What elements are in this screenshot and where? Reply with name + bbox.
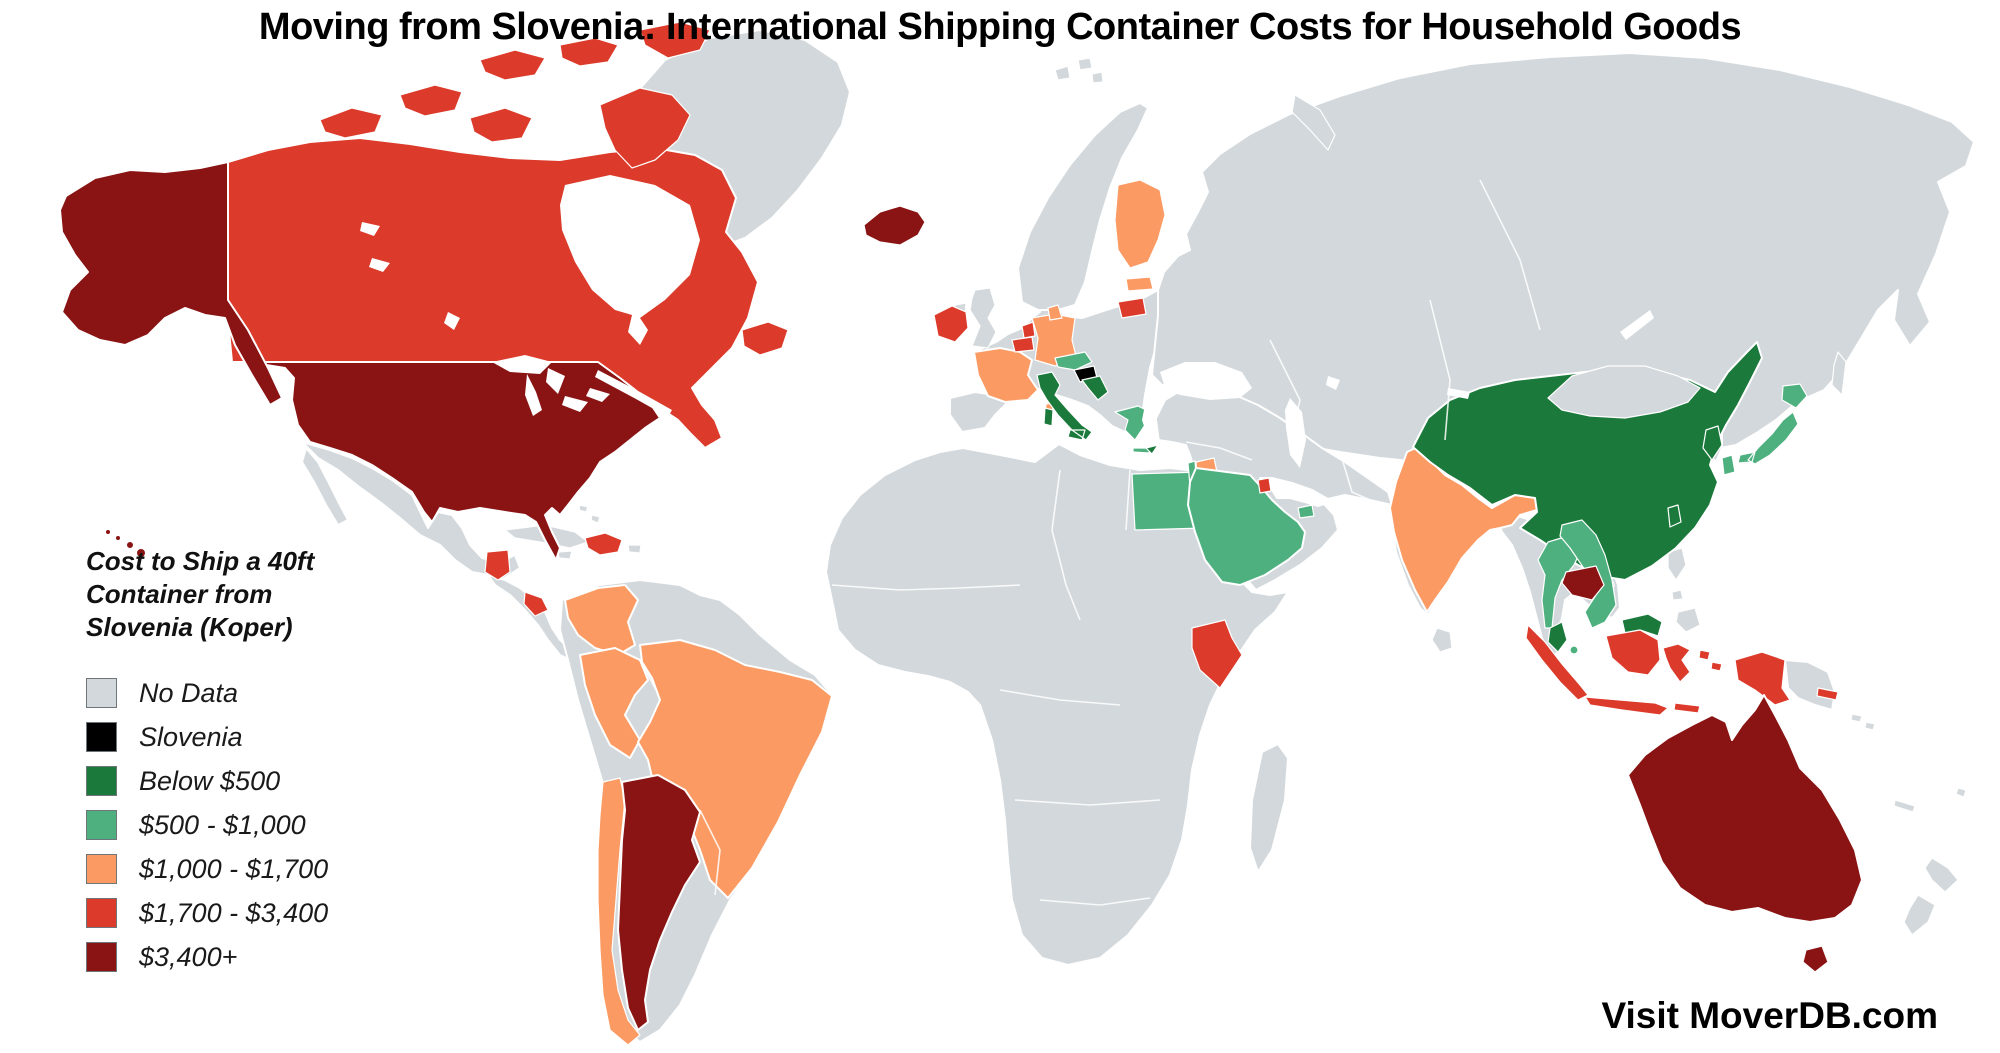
country-philippines: [1667, 547, 1701, 633]
country-japan: [1721, 383, 1808, 476]
country-croatia: [1081, 375, 1109, 401]
border-lines: [639, 179, 1541, 906]
puerto-rico: [627, 544, 642, 554]
page-title: Moving from Slovenia: International Ship…: [258, 6, 1742, 48]
country-greece: [1114, 405, 1151, 454]
country-mongolia: [1547, 365, 1701, 419]
country-kuwait: [1257, 477, 1272, 494]
country-peru: [579, 647, 649, 759]
footer-branding: Visit MoverDB.com: [1601, 995, 1938, 1036]
country-brazil: [637, 639, 833, 899]
legend-item-slovenia: Slovenia: [86, 721, 406, 753]
legend-item-no-data: No Data: [86, 677, 406, 709]
country-norway-sweden: [1017, 102, 1149, 311]
country-italy: [1036, 371, 1093, 441]
country-argentina: [617, 774, 701, 1031]
legend-swatch-1700-3400: [86, 898, 117, 929]
novaya-zemlya: [1291, 94, 1336, 151]
legend-label: $3,400+: [139, 941, 238, 972]
caspian-sea: [1285, 398, 1306, 468]
country-iceland: [863, 205, 926, 246]
country-united-arab-emirates: [1297, 504, 1315, 519]
legend-item-1700-3400: $1,700 - $3,400: [86, 897, 406, 929]
country-new-britain: [1816, 687, 1839, 701]
country-france: [973, 347, 1039, 403]
great-lakes: [492, 355, 610, 416]
country-india: [1389, 444, 1538, 613]
country-netherlands: [1021, 321, 1036, 339]
legend-label: No Data: [139, 677, 239, 708]
bahamas: [578, 504, 601, 524]
country-united-states: [231, 361, 661, 561]
alaska: [59, 161, 283, 406]
legend-item-1000-1700: $1,000 - $1,700: [86, 853, 406, 885]
legend-label: Slovenia: [139, 721, 243, 752]
country-costa-rica: [523, 591, 549, 617]
svalbard: [1054, 57, 1104, 84]
legend-item-3400-plus: $3,400+: [86, 941, 406, 973]
country-austria: [1054, 351, 1093, 371]
country-colombia: [564, 584, 639, 656]
sakhalin: [1831, 351, 1847, 396]
country-lithuania: [1117, 297, 1147, 319]
legend-items: No Data Slovenia Below $500 $500 - $1,00…: [86, 677, 406, 973]
canada-arctic-islands: [319, 21, 711, 169]
colored-countries: [59, 21, 1863, 1046]
jamaica: [557, 550, 573, 560]
new-caledonia-fiji: [1893, 787, 1967, 813]
country-taiwan: [1667, 504, 1682, 528]
legend-label: $1,000 - $1,700: [139, 853, 329, 884]
legend-swatch-no-data: [86, 678, 117, 709]
legend-item-below-500: Below $500: [86, 765, 406, 797]
legend-swatch-below-500: [86, 766, 117, 797]
legend-swatch-500-1000: [86, 810, 117, 841]
country-sri-lanka: [1431, 627, 1453, 653]
aegean-sea: [1142, 398, 1160, 444]
st-lawrence: [595, 370, 672, 417]
country-south-korea: [1702, 425, 1723, 461]
country-belgium: [1011, 336, 1035, 353]
country-finland: [1114, 179, 1166, 269]
iberia: [949, 391, 1009, 433]
country-dominican-republic: [584, 532, 623, 556]
hudson-bay: [560, 175, 700, 345]
country-estonia: [1125, 276, 1154, 292]
country-cyprus: [1145, 444, 1159, 455]
country-madagascar: [1249, 743, 1289, 873]
country-kenya: [1191, 619, 1243, 689]
country-mexico: [301, 441, 521, 579]
legend-label: $1,700 - $3,400: [139, 897, 329, 928]
solomon-islands: [1850, 713, 1876, 731]
legend-swatch-slovenia: [86, 722, 117, 753]
inland-water: [360, 175, 1654, 468]
hawaii: [104, 528, 147, 559]
country-singapore: [1569, 645, 1579, 655]
legend-swatch-1000-1700: [86, 854, 117, 885]
legend-item-500-1000: $500 - $1,000: [86, 809, 406, 841]
baja-california: [301, 447, 349, 526]
tasmania: [1802, 945, 1829, 973]
country-saudi-arabia: [1187, 467, 1306, 586]
country-new-zealand: [1903, 857, 1959, 936]
legend-label: Below $500: [139, 765, 281, 796]
country-denmark: [1047, 304, 1063, 321]
legend-label: $500 - $1,000: [139, 809, 306, 840]
newfoundland: [741, 321, 789, 356]
country-united-kingdom: [969, 287, 997, 349]
black-sea: [1160, 362, 1252, 400]
country-guatemala: [484, 549, 511, 581]
country-ireland: [933, 305, 969, 343]
canadian-lakes: [360, 222, 460, 330]
legend-swatch-3400-plus: [86, 942, 117, 973]
country-cambodia: [1561, 565, 1605, 601]
country-indonesia: [1525, 624, 1791, 716]
country-australia: [1627, 694, 1863, 923]
legend-heading: Cost to Ship a 40ft Container from Slove…: [86, 546, 315, 643]
legend: Cost to Ship a 40ft Container from Slove…: [86, 545, 406, 973]
